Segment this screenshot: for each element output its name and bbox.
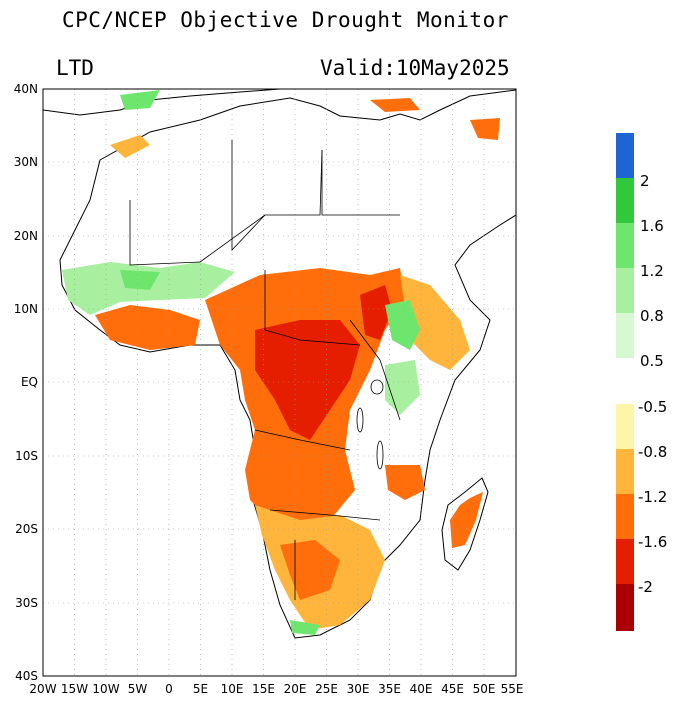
drought-shading — [95, 98, 500, 630]
lat-axis: 40N 30N 20N 10N EQ 10S 20S 30S 40S — [14, 82, 38, 683]
colorbar-bin — [616, 449, 634, 494]
lon-label: 5E — [193, 682, 208, 696]
drought-north-coast-1 — [110, 135, 150, 158]
colorbar-wet: 2 1.6 1.2 0.8 0.5 — [616, 133, 664, 370]
lon-label: 45E — [441, 682, 464, 696]
lat-label: 30N — [14, 155, 38, 169]
map-frame — [42, 88, 517, 677]
map-panel — [43, 89, 516, 676]
colorbar-bin — [616, 494, 634, 539]
drought-mozambique — [385, 465, 425, 500]
wet-sahel-patch — [120, 270, 160, 290]
colorbar-label: -2 — [638, 578, 653, 596]
lon-label: 10E — [221, 682, 244, 696]
country-borders — [129, 140, 401, 600]
colorbar-label: 1.6 — [640, 217, 664, 235]
index-label: LTD — [56, 56, 94, 80]
colorbar-label: 2 — [640, 172, 650, 190]
colorbar-bin — [616, 133, 634, 178]
drought-middle-east — [470, 118, 500, 140]
lon-label: 35E — [378, 682, 401, 696]
colorbar-bin — [616, 178, 634, 223]
lon-axis: 20W 15W 10W 5W 0 5E 10E 15E 20E 25E 30E … — [29, 682, 523, 696]
wet-south-coast — [290, 620, 320, 635]
lon-label: 50E — [473, 682, 496, 696]
lon-label: 55E — [501, 682, 524, 696]
colorbar-bin — [616, 268, 634, 313]
lon-label: 0 — [165, 682, 173, 696]
drought-extreme-core — [255, 320, 360, 440]
lat-label: 30S — [15, 596, 38, 610]
drought-west-coast — [95, 305, 200, 350]
lat-label: 20S — [15, 522, 38, 536]
lon-label: 15W — [61, 682, 88, 696]
wet-shading — [62, 90, 420, 635]
colorbar-label: 1.2 — [640, 262, 664, 280]
colorbar-label: -1.6 — [638, 533, 667, 551]
wet-east-africa — [385, 300, 420, 350]
colorbar-bin — [616, 223, 634, 268]
lakes — [356, 379, 384, 470]
valid-date: Valid:10May2025 — [320, 56, 510, 80]
lat-label: EQ — [21, 375, 38, 389]
lon-label: 15E — [252, 682, 275, 696]
colorbar-bin — [616, 539, 634, 584]
colorbar-label: 0.5 — [640, 352, 664, 370]
lat-label: 10N — [14, 302, 38, 316]
lat-label: 40N — [14, 82, 38, 96]
lon-label: 25E — [315, 682, 338, 696]
lon-label: 20E — [284, 682, 307, 696]
drought-extreme-east — [360, 285, 392, 340]
colorbar-label: 0.8 — [640, 307, 664, 325]
lat-label: 20N — [14, 229, 38, 243]
drought-madagascar — [450, 492, 483, 548]
lat-label: 40S — [15, 669, 38, 683]
colorbar-dry: -0.5 -0.8 -1.2 -1.6 -2 — [616, 398, 667, 631]
lat-label: 10S — [15, 449, 38, 463]
lon-label: 10W — [92, 682, 119, 696]
map-title: CPC/NCEP Objective Drought Monitor — [62, 8, 509, 32]
lon-label: 20W — [29, 682, 56, 696]
drought-abnormal-ne — [400, 275, 470, 370]
lon-label: 30E — [347, 682, 370, 696]
drought-north-coast-2 — [370, 98, 420, 112]
colorbar-bin — [616, 313, 634, 358]
colorbar-label: -1.2 — [638, 488, 667, 506]
colorbar-label: -0.8 — [638, 443, 667, 461]
colorbar-label: -0.5 — [638, 398, 667, 416]
colorbar-bin — [616, 584, 634, 631]
colorbar-bin — [616, 404, 634, 449]
lon-label: 40E — [410, 682, 433, 696]
lon-label: 5W — [128, 682, 148, 696]
wet-europe — [120, 90, 160, 110]
